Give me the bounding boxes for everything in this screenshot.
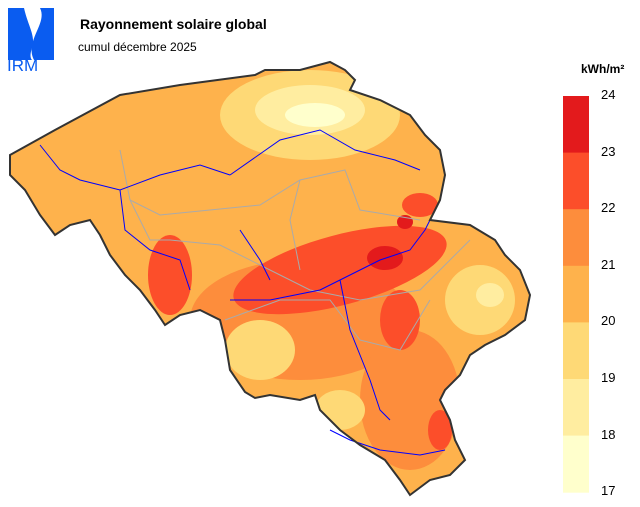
legend-tick: 19 — [601, 370, 616, 385]
map-subtitle: cumul décembre 2025 — [78, 40, 197, 54]
legend-tick: 20 — [601, 313, 616, 329]
legend-tick: 23 — [601, 143, 616, 159]
rivers — [39, 129, 446, 456]
legend-tick: 22 — [601, 200, 616, 216]
legend-tick: 24 — [601, 87, 616, 102]
legend-tick: 17 — [601, 483, 616, 499]
svg-text:IRM: IRM — [7, 56, 38, 72]
legend-bin-23-24 — [563, 96, 589, 154]
legend-tick: 18 — [601, 426, 616, 442]
legend-bin-17-18 — [563, 435, 589, 493]
irm-logo: IRM — [7, 8, 54, 72]
legend-bin-19-20 — [563, 322, 589, 380]
legend-bin-22-23 — [563, 152, 589, 210]
legend-bin-20-21 — [563, 265, 589, 323]
legend-unit: kWh/m² — [581, 62, 625, 76]
legend-bin-18-19 — [563, 379, 589, 437]
legend-bin-21-22 — [563, 209, 589, 267]
legend-color-bar — [563, 96, 589, 493]
radiation-fill — [10, 62, 530, 495]
map-title: Rayonnement solaire global — [80, 16, 267, 32]
province-borders — [119, 149, 471, 351]
legend-tick: 21 — [601, 256, 616, 272]
